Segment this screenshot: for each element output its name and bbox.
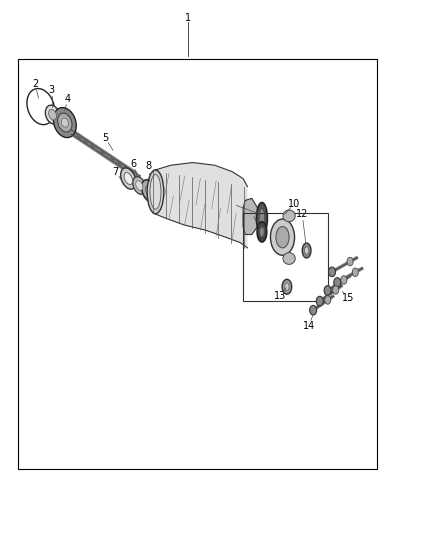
Text: 5: 5 bbox=[102, 133, 108, 142]
Ellipse shape bbox=[259, 208, 265, 229]
Ellipse shape bbox=[124, 173, 133, 184]
Text: 7: 7 bbox=[113, 167, 119, 176]
Ellipse shape bbox=[150, 175, 161, 209]
Ellipse shape bbox=[141, 180, 158, 203]
Polygon shape bbox=[153, 163, 247, 248]
Text: 13: 13 bbox=[274, 291, 286, 301]
Ellipse shape bbox=[352, 268, 358, 277]
Ellipse shape bbox=[324, 286, 331, 295]
Text: 11: 11 bbox=[244, 207, 257, 216]
Ellipse shape bbox=[46, 105, 60, 124]
Polygon shape bbox=[243, 198, 258, 235]
Ellipse shape bbox=[257, 222, 267, 242]
Ellipse shape bbox=[58, 113, 72, 132]
Ellipse shape bbox=[304, 247, 309, 254]
Ellipse shape bbox=[53, 108, 76, 138]
Ellipse shape bbox=[133, 176, 146, 195]
Text: 4: 4 bbox=[65, 94, 71, 103]
Bar bbox=[18, 59, 377, 469]
Ellipse shape bbox=[136, 181, 143, 190]
Ellipse shape bbox=[282, 279, 292, 294]
Ellipse shape bbox=[341, 276, 347, 284]
Ellipse shape bbox=[256, 203, 267, 235]
Ellipse shape bbox=[49, 109, 57, 120]
Ellipse shape bbox=[283, 210, 295, 222]
Text: 9: 9 bbox=[228, 199, 234, 208]
Ellipse shape bbox=[334, 278, 341, 287]
Ellipse shape bbox=[283, 253, 295, 264]
Ellipse shape bbox=[120, 168, 136, 189]
Ellipse shape bbox=[285, 283, 289, 290]
Text: 1: 1 bbox=[185, 13, 191, 22]
Ellipse shape bbox=[310, 305, 317, 315]
Text: 12: 12 bbox=[296, 209, 308, 219]
Ellipse shape bbox=[270, 219, 294, 255]
Ellipse shape bbox=[145, 185, 154, 197]
Ellipse shape bbox=[244, 203, 251, 232]
Text: 8: 8 bbox=[146, 161, 152, 171]
Text: 2: 2 bbox=[32, 79, 38, 88]
Ellipse shape bbox=[347, 257, 353, 266]
Ellipse shape bbox=[332, 286, 339, 294]
Text: 10: 10 bbox=[288, 199, 300, 208]
Ellipse shape bbox=[302, 243, 311, 258]
Ellipse shape bbox=[316, 296, 323, 306]
Ellipse shape bbox=[276, 227, 289, 248]
Text: 3: 3 bbox=[49, 85, 55, 94]
Text: 15: 15 bbox=[342, 294, 354, 303]
Ellipse shape bbox=[260, 227, 264, 237]
Text: 6: 6 bbox=[130, 159, 136, 168]
Text: 14: 14 bbox=[303, 321, 315, 331]
Ellipse shape bbox=[325, 296, 331, 304]
Ellipse shape bbox=[61, 118, 68, 127]
Ellipse shape bbox=[147, 170, 164, 214]
Ellipse shape bbox=[328, 267, 336, 277]
